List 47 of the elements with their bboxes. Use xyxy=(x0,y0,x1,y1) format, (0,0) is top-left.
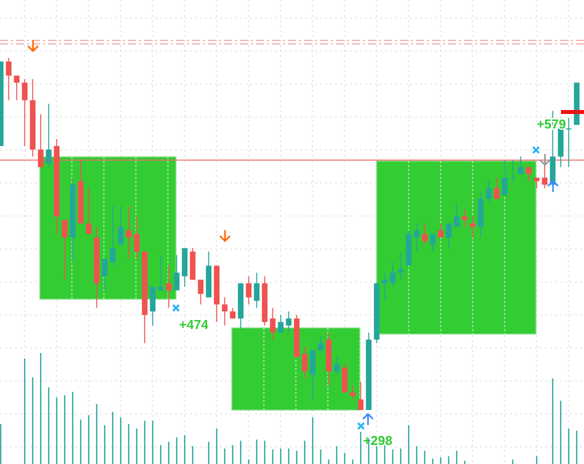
candlestick xyxy=(102,258,108,291)
candlestick xyxy=(86,188,92,234)
candlestick xyxy=(230,307,236,319)
candlestick xyxy=(454,202,460,228)
candlestick xyxy=(438,222,444,238)
candlestick xyxy=(246,276,252,305)
candlestick xyxy=(22,78,28,146)
candlestick xyxy=(158,254,164,291)
candlestick xyxy=(566,117,572,168)
candlestick xyxy=(254,272,260,308)
candlestick xyxy=(126,205,132,260)
candlestick xyxy=(270,307,276,340)
candlestick xyxy=(486,180,492,203)
candlestick xyxy=(526,166,532,182)
candlestick xyxy=(6,58,12,101)
candlestick xyxy=(518,156,524,175)
candlestick xyxy=(286,310,292,334)
candlestick xyxy=(118,205,124,246)
candlestick xyxy=(134,216,140,260)
candlestick xyxy=(462,208,468,228)
candlestick xyxy=(334,356,340,376)
candlestick xyxy=(38,114,44,168)
candlestick xyxy=(198,279,204,305)
candlestick xyxy=(382,272,388,302)
candlestick xyxy=(510,160,516,182)
candlestick xyxy=(278,314,284,334)
candlestick xyxy=(302,346,308,379)
candlestick xyxy=(46,103,52,168)
candlestick xyxy=(494,177,500,200)
candlestick xyxy=(422,222,428,246)
candlestick xyxy=(62,219,68,280)
candlestick xyxy=(174,254,180,291)
annotation: +474 xyxy=(179,317,210,332)
candlestick xyxy=(446,222,452,249)
candlestick xyxy=(534,177,540,189)
candlestick xyxy=(430,234,436,252)
candlestick xyxy=(222,296,228,326)
candlestick xyxy=(398,251,404,280)
candlestick xyxy=(166,265,172,308)
candlestick xyxy=(390,262,396,288)
candlestick xyxy=(470,216,476,238)
candlestick xyxy=(14,75,20,101)
candlestick xyxy=(414,222,420,252)
candlestick xyxy=(502,160,508,196)
candlestick xyxy=(318,336,324,354)
candlestick xyxy=(110,205,116,266)
candlestick xyxy=(350,384,356,400)
